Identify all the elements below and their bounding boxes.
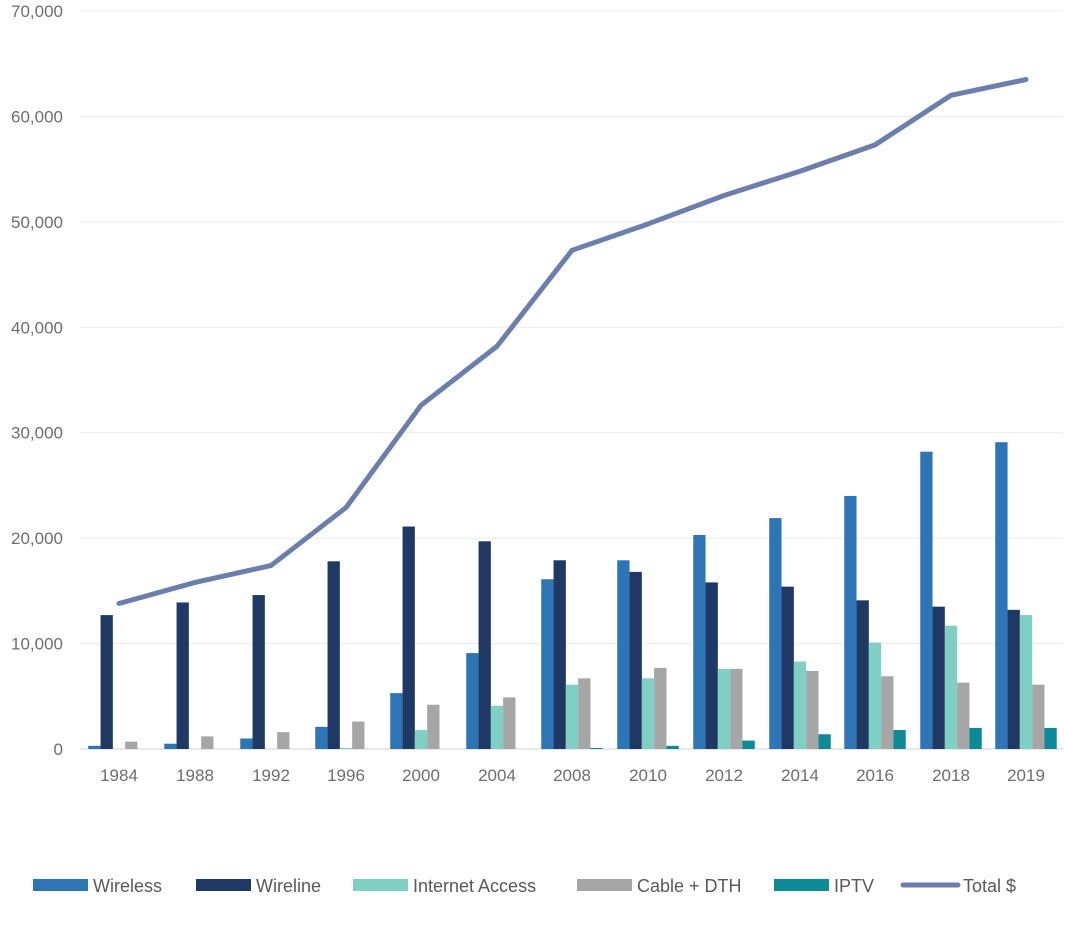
legend-label-cable-dth: Cable + DTH [637,876,742,896]
bar-wireline [705,582,718,749]
x-tick-label: 2019 [1007,766,1045,785]
x-tick-label: 2014 [781,766,819,785]
x-tick-label: 2016 [856,766,894,785]
bar-cable-dth [352,721,365,749]
bar-wireless [844,495,857,749]
y-tick-label: 30,000 [11,424,63,443]
bar-cable-dth [277,732,290,749]
y-tick-label: 60,000 [11,107,63,126]
bar-cable-dth [730,668,743,749]
bar-wireline [629,571,642,749]
bar-cable-dth [201,736,214,749]
bar-wireless [390,693,403,749]
legend-swatch-iptv [774,879,829,891]
gridlines [80,10,1063,750]
x-tick-label: 1984 [100,766,138,785]
bar-iptv [666,745,679,749]
bar-wireline [402,526,415,749]
bar-wireless [541,579,554,749]
bar-wireline [932,606,945,749]
legend-swatch-cable-dth [577,879,632,891]
legend-label-internet-access: Internet Access [413,876,536,896]
bar-internet-access [490,705,504,749]
x-tick-label: 2010 [629,766,667,785]
bar-iptv [893,730,906,749]
x-axis: 1984 1988 1992 1996 2000 2004 2008 2010 2012 2014… [100,766,1045,785]
bar-cable-dth [1032,684,1045,749]
y-tick-label: 20,000 [11,529,63,548]
x-tick-label: 1988 [176,766,214,785]
bar-internet-access [717,668,731,749]
bar-cable-dth [503,697,516,749]
bars [88,442,1057,749]
bar-wireless [466,653,479,749]
bar-internet-access [565,684,579,749]
bar-wireless [920,451,933,749]
bar-wireline [327,561,340,749]
x-tick-label: 1996 [327,766,365,785]
bar-wireline [781,586,794,749]
bar-internet-access [339,747,353,749]
bar-cable-dth [654,667,667,749]
bar-internet-access [944,625,958,749]
x-tick-label: 2012 [705,766,743,785]
bar-iptv [1044,727,1057,749]
bar-internet-access [793,661,807,749]
x-tick-label: 2004 [478,766,516,785]
bar-wireless [315,726,328,749]
bar-internet-access [414,730,428,749]
bar-wireline [176,602,189,749]
bar-internet-access [641,678,655,749]
bar-wireless [164,743,177,749]
y-tick-label: 40,000 [11,318,63,337]
legend-label-wireless: Wireless [93,876,162,896]
bar-iptv [969,727,982,749]
bar-wireline [1007,609,1020,749]
x-tick-label: 2018 [932,766,970,785]
y-tick-label: 0 [54,740,63,759]
legend-swatch-wireless [33,879,88,891]
bar-cable-dth [957,682,970,749]
bar-wireless [88,745,101,749]
bar-wireless [240,738,253,749]
legend-swatch-internet-access [353,879,408,891]
y-axis: 0 10,000 20,000 30,000 40,000 50,000 60,000 70,… [11,2,63,759]
total-line [116,77,1029,607]
x-tick-label: 2000 [402,766,440,785]
legend: Wireless Wireline Internet Access Cable + D… [33,876,1016,896]
bar-iptv [590,747,603,749]
legend-swatch-wireline [196,879,251,891]
bar-wireline [100,615,113,749]
bar-internet-access [868,642,882,749]
bar-cable-dth [578,678,591,749]
legend-label-wireline: Wireline [256,876,321,896]
bar-wireline [252,595,265,749]
bar-iptv [818,734,831,749]
bar-cable-dth [881,676,894,749]
x-tick-label: 2008 [553,766,591,785]
bar-cable-dth [427,704,440,749]
bar-wireless [617,560,630,749]
bar-wireless [769,518,782,749]
x-tick-label: 1992 [252,766,290,785]
bar-cable-dth [125,741,138,749]
bar-wireline [478,541,491,749]
bar-wireline [856,600,869,749]
bar-wireless [693,534,706,749]
y-tick-label: 10,000 [11,635,63,654]
bar-internet-access [1019,615,1033,749]
legend-label-iptv: IPTV [834,876,874,896]
bar-iptv [742,740,755,749]
y-tick-label: 70,000 [11,2,63,21]
y-tick-label: 50,000 [11,213,63,232]
bar-cable-dth [806,670,819,749]
bar-wireline [553,560,566,749]
bar-wireless [995,442,1008,749]
series-line-total [116,77,1029,607]
legend-label-total-: Total $ [963,876,1016,896]
